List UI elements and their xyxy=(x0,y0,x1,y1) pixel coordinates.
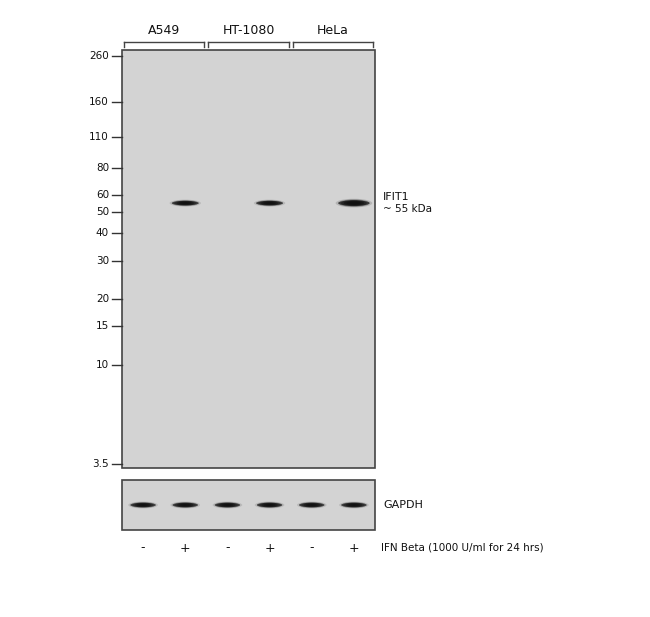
Ellipse shape xyxy=(214,502,240,508)
Text: 20: 20 xyxy=(96,294,109,304)
Text: IFIT1: IFIT1 xyxy=(383,192,410,202)
Text: +: + xyxy=(180,542,190,555)
Ellipse shape xyxy=(265,202,274,204)
Ellipse shape xyxy=(263,202,276,205)
Ellipse shape xyxy=(338,201,370,206)
Ellipse shape xyxy=(338,199,369,207)
Text: -: - xyxy=(225,542,229,555)
Text: 160: 160 xyxy=(89,97,109,107)
Ellipse shape xyxy=(259,201,281,205)
Ellipse shape xyxy=(346,201,361,205)
Ellipse shape xyxy=(219,503,236,507)
Ellipse shape xyxy=(139,504,147,506)
Text: -: - xyxy=(309,542,314,555)
Text: 3.5: 3.5 xyxy=(92,459,109,469)
Bar xyxy=(122,480,375,530)
Ellipse shape xyxy=(299,503,324,507)
Text: 10: 10 xyxy=(96,360,109,370)
Text: 260: 260 xyxy=(89,51,109,61)
Text: ~ 55 kDa: ~ 55 kDa xyxy=(383,204,432,214)
Ellipse shape xyxy=(137,503,149,507)
Ellipse shape xyxy=(254,200,285,207)
Ellipse shape xyxy=(339,502,369,508)
Text: HeLa: HeLa xyxy=(317,24,349,37)
Ellipse shape xyxy=(172,503,198,507)
Text: A549: A549 xyxy=(148,24,180,37)
Ellipse shape xyxy=(297,502,326,508)
Ellipse shape xyxy=(183,203,187,204)
Ellipse shape xyxy=(308,504,316,506)
Text: 30: 30 xyxy=(96,255,109,265)
Ellipse shape xyxy=(259,502,280,507)
Ellipse shape xyxy=(131,502,156,508)
Ellipse shape xyxy=(172,201,199,205)
Text: IFN Beta (1000 U/ml for 24 hrs): IFN Beta (1000 U/ml for 24 hrs) xyxy=(381,543,543,553)
Ellipse shape xyxy=(213,502,242,508)
Ellipse shape xyxy=(350,504,358,506)
Text: 15: 15 xyxy=(96,321,109,331)
Ellipse shape xyxy=(170,200,201,207)
Ellipse shape xyxy=(257,503,282,507)
Ellipse shape xyxy=(299,502,324,508)
Ellipse shape xyxy=(224,504,231,506)
Ellipse shape xyxy=(256,200,283,206)
Text: -: - xyxy=(141,542,146,555)
Ellipse shape xyxy=(341,200,367,206)
Bar xyxy=(122,50,375,468)
Ellipse shape xyxy=(172,200,199,206)
Ellipse shape xyxy=(131,503,156,507)
Ellipse shape xyxy=(217,502,238,507)
Ellipse shape xyxy=(344,201,364,205)
Ellipse shape xyxy=(179,202,192,205)
Ellipse shape xyxy=(261,503,278,507)
Ellipse shape xyxy=(263,503,276,507)
Ellipse shape xyxy=(177,503,194,507)
Ellipse shape xyxy=(255,502,285,508)
Ellipse shape xyxy=(346,503,362,507)
Ellipse shape xyxy=(352,202,356,204)
Ellipse shape xyxy=(266,504,274,506)
Ellipse shape xyxy=(170,502,200,508)
Ellipse shape xyxy=(179,503,191,507)
Ellipse shape xyxy=(261,201,278,205)
Ellipse shape xyxy=(256,201,283,205)
Ellipse shape xyxy=(222,503,233,507)
Ellipse shape xyxy=(128,502,158,508)
Ellipse shape xyxy=(335,199,372,207)
Ellipse shape xyxy=(341,503,367,507)
Ellipse shape xyxy=(343,502,365,507)
Ellipse shape xyxy=(257,502,282,508)
Ellipse shape xyxy=(348,503,360,507)
Ellipse shape xyxy=(349,202,359,204)
Ellipse shape xyxy=(181,504,189,506)
Ellipse shape xyxy=(135,503,151,507)
Ellipse shape xyxy=(268,203,272,204)
Ellipse shape xyxy=(175,502,196,507)
Text: HT-1080: HT-1080 xyxy=(222,24,275,37)
Text: +: + xyxy=(348,542,359,555)
Ellipse shape xyxy=(214,503,240,507)
Text: 80: 80 xyxy=(96,163,109,173)
Ellipse shape xyxy=(341,502,367,508)
Text: 60: 60 xyxy=(96,190,109,200)
Ellipse shape xyxy=(181,202,189,204)
Text: +: + xyxy=(265,542,275,555)
Text: GAPDH: GAPDH xyxy=(383,500,423,510)
Ellipse shape xyxy=(306,503,318,507)
Ellipse shape xyxy=(174,201,196,205)
Ellipse shape xyxy=(304,503,320,507)
Ellipse shape xyxy=(302,502,322,507)
Text: 110: 110 xyxy=(89,133,109,143)
Text: 40: 40 xyxy=(96,228,109,238)
Text: 50: 50 xyxy=(96,207,109,217)
Ellipse shape xyxy=(133,502,153,507)
Ellipse shape xyxy=(177,201,194,205)
Ellipse shape xyxy=(173,502,198,508)
